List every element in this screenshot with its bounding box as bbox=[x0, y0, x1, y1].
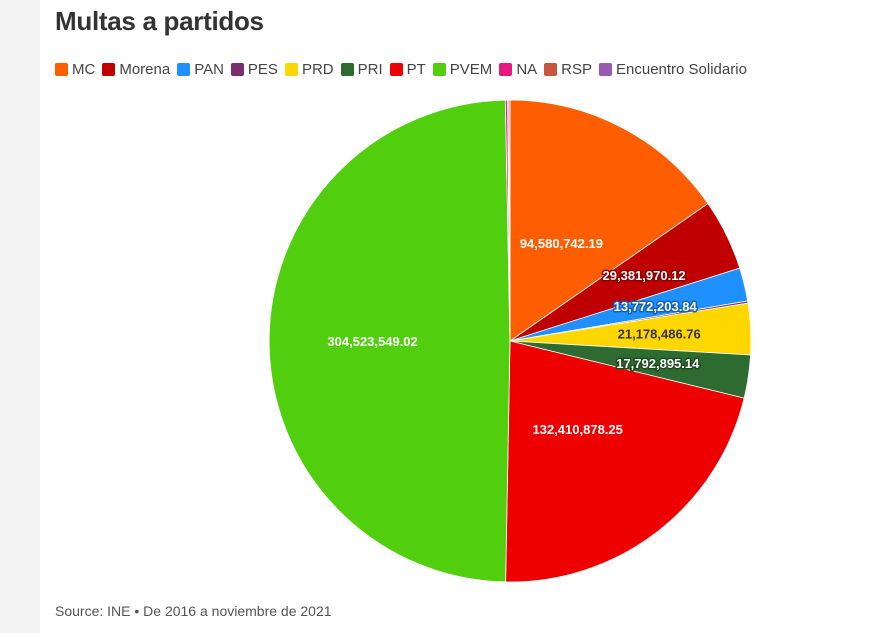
legend-swatch bbox=[599, 63, 612, 76]
legend-item-morena[interactable]: Morena bbox=[102, 61, 170, 78]
legend-label: PRI bbox=[357, 61, 383, 78]
legend-item-pri[interactable]: PRI bbox=[340, 61, 383, 78]
legend-swatch bbox=[432, 63, 446, 76]
legend-swatch bbox=[340, 63, 354, 76]
slice-label-prd: 21,178,486.76 bbox=[618, 327, 701, 342]
legend-label: PRD bbox=[301, 61, 334, 78]
pie-slice-pt[interactable] bbox=[505, 340, 745, 583]
legend-swatch bbox=[284, 63, 298, 76]
legend-swatch bbox=[55, 63, 68, 76]
slice-label-morena: 29,381,970.12 bbox=[603, 268, 686, 283]
legend-label: PVEM bbox=[449, 61, 493, 78]
slice-label-pt: 132,410,878.25 bbox=[533, 422, 623, 437]
legend-item-pan[interactable]: PAN bbox=[177, 61, 224, 78]
legend-label: RSP bbox=[561, 61, 592, 78]
legend-swatch bbox=[177, 63, 191, 76]
legend-item-pes[interactable]: PES bbox=[230, 61, 278, 78]
pie-slice-encuentro-solidario[interactable] bbox=[508, 99, 511, 342]
legend-item-pt[interactable]: PT bbox=[389, 61, 426, 78]
legend-label: MC bbox=[72, 61, 96, 78]
legend-label: PAN bbox=[194, 61, 224, 78]
chart-title: Multas a partidos bbox=[55, 6, 264, 36]
legend-item-prd[interactable]: PRD bbox=[284, 61, 334, 78]
legend-swatch bbox=[389, 63, 403, 76]
chart-source: Source: INE • De 2016 a noviembre de 202… bbox=[55, 603, 332, 619]
pie-slice-pvem[interactable] bbox=[268, 99, 511, 583]
slice-label-pan: 13,772,203.84 bbox=[614, 299, 698, 314]
legend-swatch bbox=[230, 63, 244, 76]
legend-item-encuentro-solidario[interactable]: Encuentro Solidario bbox=[599, 61, 747, 78]
legend-swatch bbox=[102, 63, 116, 76]
chart-legend: MC Morena PAN PES PRD PRI PT PVEM NA RSP Encuentro… bbox=[55, 61, 875, 78]
legend-item-na[interactable]: NA bbox=[499, 61, 537, 78]
legend-item-mc[interactable]: MC bbox=[55, 61, 95, 78]
legend-swatch bbox=[544, 63, 558, 76]
legend-label: Morena bbox=[119, 61, 171, 78]
legend-label: PT bbox=[406, 61, 426, 78]
legend-label: Encuentro Solidario bbox=[616, 61, 747, 78]
legend-label: PES bbox=[247, 61, 278, 78]
legend-item-pvem[interactable]: PVEM bbox=[432, 61, 493, 78]
legend-item-rsp[interactable]: RSP bbox=[544, 61, 592, 78]
legend-swatch bbox=[499, 63, 513, 76]
legend-label: NA bbox=[516, 61, 538, 78]
pie-slice-mc[interactable] bbox=[509, 99, 709, 342]
slice-label-pri: 17,792,895.14 bbox=[616, 356, 700, 371]
slice-label-pvem: 304,523,549.02 bbox=[327, 334, 417, 349]
slice-label-mc: 94,580,742.19 bbox=[520, 236, 603, 251]
